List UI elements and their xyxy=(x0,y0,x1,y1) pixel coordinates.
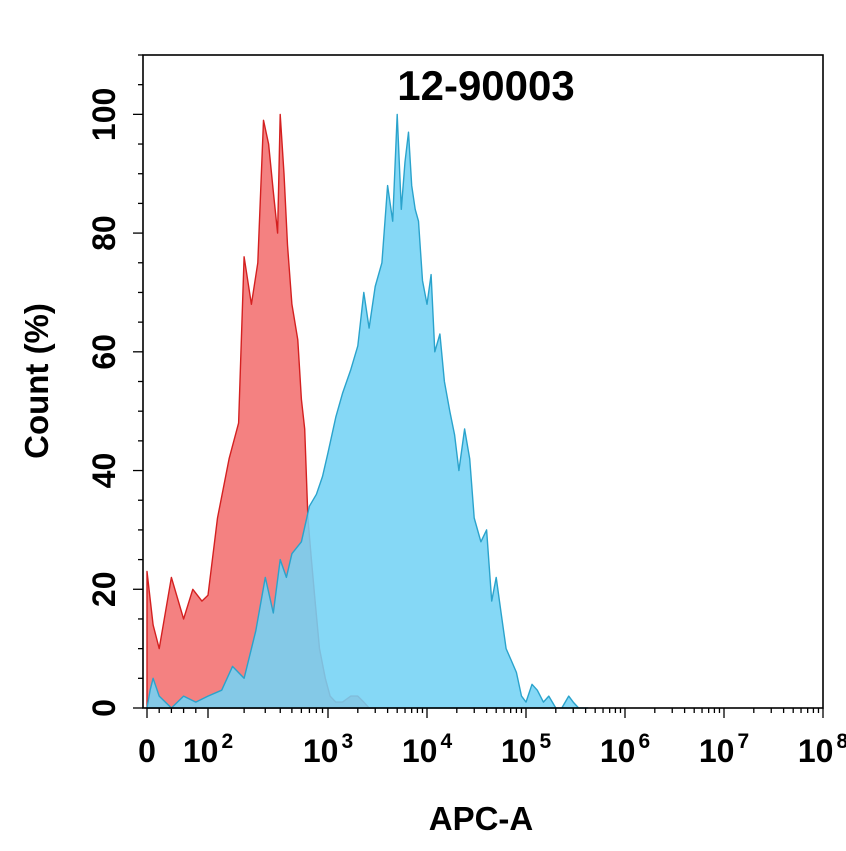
x-tick-label: 0 xyxy=(138,733,156,769)
series-layer xyxy=(146,113,589,709)
y-tick-label: 100 xyxy=(86,88,122,141)
y-tick-label: 80 xyxy=(86,215,122,251)
x-axis-title: APC-A xyxy=(429,800,534,837)
series-area-2 xyxy=(146,113,589,709)
y-tick-label: 60 xyxy=(86,334,122,370)
chart-title: 12-90003 xyxy=(397,62,575,109)
x-axis: 0 10 2 10 3 10 4 10 5 10 6 10 7 10 8 xyxy=(138,708,846,769)
y-axis-title: Count (%) xyxy=(18,303,55,459)
y-tick-label: 0 xyxy=(86,699,122,717)
y-tick-label: 40 xyxy=(86,453,122,489)
y-axis: 0 20 40 60 80 100 xyxy=(86,54,143,717)
y-tick-label: 20 xyxy=(86,571,122,607)
